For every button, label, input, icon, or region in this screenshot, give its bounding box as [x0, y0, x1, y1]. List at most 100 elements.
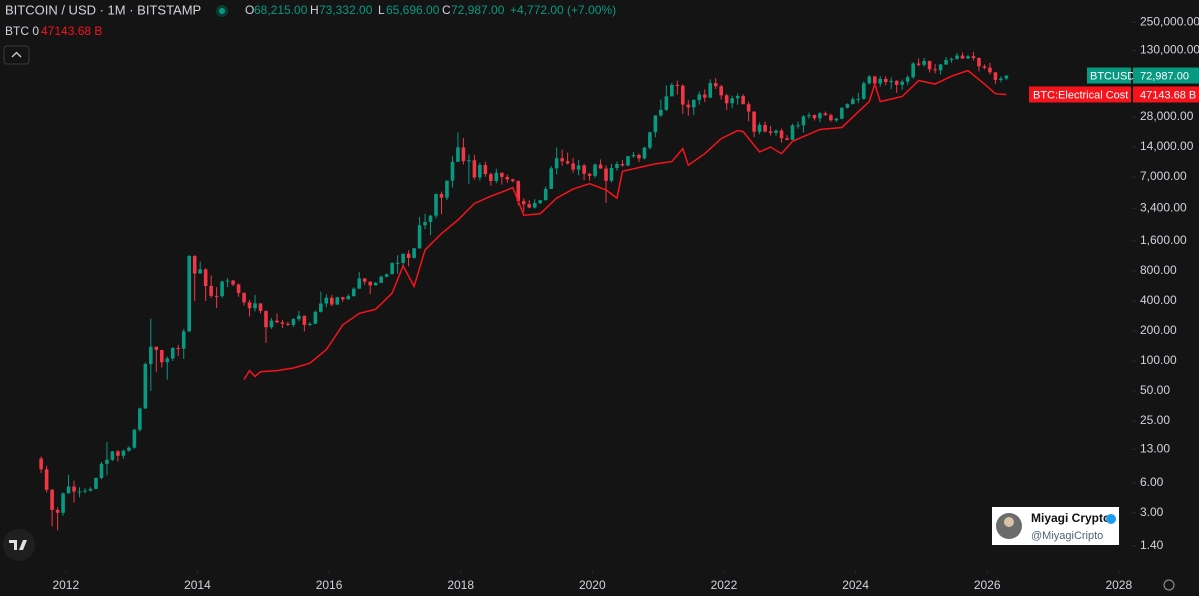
candle-body: [593, 164, 597, 176]
candle-body: [368, 281, 372, 286]
x-tick-label: 2018: [447, 578, 474, 592]
candle-body: [691, 100, 696, 108]
candle-body: [302, 315, 307, 325]
x-tick-label: 2020: [579, 578, 606, 592]
ohlc-value: 73,332.00: [319, 3, 373, 17]
candle-body: [417, 225, 422, 249]
candle-body: [467, 160, 471, 162]
candle-body: [165, 358, 170, 363]
candle-body: [598, 164, 603, 169]
chart-title: BITCOIN / USD · 1M · BITSTAMP: [5, 2, 201, 17]
candle-body: [697, 94, 702, 101]
candle-body: [401, 253, 405, 263]
candle-body: [94, 477, 98, 489]
status-dot: [219, 8, 225, 14]
candle-body: [61, 493, 65, 513]
settings-icon[interactable]: [1163, 579, 1175, 591]
candle-body: [428, 215, 433, 222]
candle-body: [72, 486, 76, 492]
y-tick-label: 13.00: [1140, 441, 1170, 455]
y-tick-label: 7,000.00: [1140, 169, 1187, 183]
candle-body: [845, 104, 850, 108]
ohlc-key: C: [442, 3, 451, 17]
candle-body: [489, 174, 493, 181]
candle-body: [648, 132, 652, 148]
candle-body: [116, 451, 120, 456]
candle-body: [231, 280, 235, 285]
candle-body: [66, 486, 71, 494]
candle-body: [346, 296, 351, 300]
candle-body: [582, 165, 586, 174]
candle-body: [127, 447, 131, 451]
price-badge-name: [1087, 67, 1131, 84]
candle-body: [565, 161, 570, 164]
candle-body: [324, 297, 329, 304]
candle-body: [549, 168, 553, 189]
candle-body: [982, 66, 987, 68]
price-badge-name-text: BTCUSD: [1090, 70, 1135, 82]
series-badge-value: [1133, 86, 1199, 103]
candle-body: [214, 295, 219, 297]
candle-body: [461, 147, 466, 162]
candle-body: [450, 161, 455, 181]
candle-body: [752, 111, 756, 132]
candle-body: [50, 489, 54, 510]
candle-body: [779, 130, 784, 139]
price-badge-value-text: 72,987.00: [1140, 70, 1189, 82]
candle-body: [713, 83, 718, 87]
candle-body: [395, 262, 400, 264]
candle-body: [900, 81, 904, 85]
indicator-name[interactable]: BTC 0: [5, 24, 39, 38]
candle-body: [730, 98, 734, 104]
candle-body: [99, 463, 104, 478]
candle-body: [423, 221, 427, 226]
candle-body: [258, 303, 263, 311]
candle-body: [494, 172, 499, 181]
candle-body: [955, 55, 959, 59]
indicator-value: 47143.68 B: [41, 24, 102, 38]
x-tick-label: 2016: [316, 578, 343, 592]
candle-body: [384, 274, 389, 277]
y-tick-label: 3,400.00: [1140, 200, 1187, 214]
candle-body: [319, 303, 323, 312]
candle-body: [335, 297, 340, 305]
candle-body: [247, 302, 252, 309]
collapse-button[interactable]: [3, 45, 30, 65]
candle-body: [883, 78, 888, 83]
candle-body: [198, 269, 202, 274]
candle-body: [132, 429, 137, 448]
y-tick-label: 1,600.00: [1140, 233, 1187, 247]
candle-body: [861, 83, 866, 99]
y-tick-label: 250,000.00: [1140, 14, 1199, 28]
candle-body: [801, 116, 806, 126]
ohlc-change: +4,772.00 (+7.00%): [510, 3, 616, 17]
y-tick-label: 200.00: [1140, 323, 1177, 337]
candle-body: [642, 147, 647, 159]
candle-body: [746, 104, 751, 112]
candle-body: [867, 76, 872, 84]
candle-body: [275, 320, 279, 323]
ohlc-value: 72,987.00: [451, 3, 505, 17]
candle-body: [702, 94, 707, 98]
candle-body: [170, 347, 175, 359]
candle-body: [483, 165, 488, 175]
candle-body: [505, 176, 510, 180]
candle-body: [790, 125, 795, 140]
ohlc-key: H: [310, 3, 319, 17]
candle-body: [587, 173, 592, 176]
candle-body: [521, 201, 526, 205]
candle-body: [944, 59, 948, 65]
candle-body: [149, 346, 153, 365]
candle-body: [351, 288, 356, 297]
candle-body: [571, 163, 575, 170]
candle-body: [1004, 75, 1009, 79]
candle-body: [626, 156, 630, 166]
candle-body: [856, 98, 861, 100]
plot-area: [39, 21, 1136, 573]
candle-body: [209, 286, 213, 296]
y-tick-label: 100.00: [1140, 353, 1177, 367]
candle-body: [927, 60, 932, 70]
candle-body: [840, 107, 844, 119]
candle-body: [807, 115, 811, 117]
candle-body: [796, 125, 800, 127]
